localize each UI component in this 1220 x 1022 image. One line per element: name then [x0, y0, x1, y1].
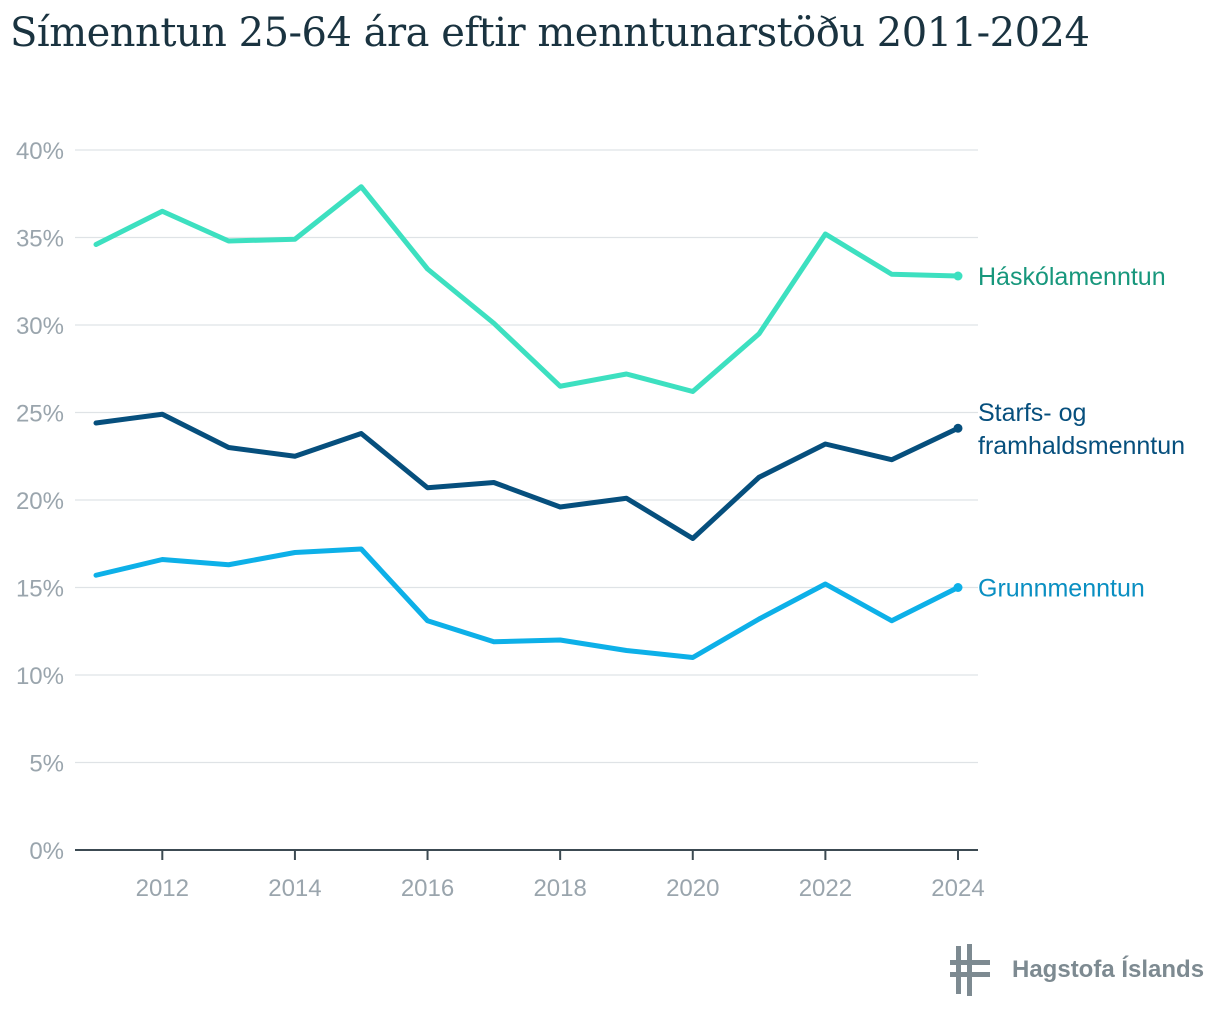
series-label-line: Starfs- og — [978, 399, 1086, 427]
y-tick-label: 20% — [16, 488, 64, 515]
x-tick-label: 2022 — [799, 875, 852, 902]
x-tick-label: 2012 — [136, 875, 189, 902]
series-labels: Háskólamenntun Starfs- og framhaldsmenntun… — [978, 263, 1185, 603]
y-tick-label: 15% — [16, 576, 64, 603]
series-lines — [93, 184, 963, 660]
y-tick-label: 30% — [16, 313, 64, 340]
series-line — [93, 411, 961, 541]
series-label-line: Háskólamenntun — [978, 263, 1166, 291]
x-tick-label: 2018 — [533, 875, 586, 902]
data-point — [953, 271, 963, 281]
y-tick-label: 35% — [16, 226, 64, 253]
x-tick-label: 2016 — [401, 875, 454, 902]
y-tick-label: 0% — [29, 838, 64, 865]
series-line — [93, 184, 961, 394]
x-tick-label: 2024 — [931, 875, 984, 902]
y-tick-label: 25% — [16, 401, 64, 428]
hagstofa-logo-icon — [950, 944, 990, 996]
series-label: Háskólamenntun — [978, 263, 1166, 291]
x-axis: 2012 2014 2016 2018 2020 2022 2024 — [75, 849, 985, 902]
data-point — [953, 423, 963, 433]
data-point — [953, 583, 963, 592]
hagstofa-logo: Hagstofa Íslands — [950, 942, 1210, 1002]
y-tick-label: 40% — [16, 138, 64, 165]
series-label-line: framhaldsmenntun — [978, 432, 1185, 460]
x-tick-label: 2020 — [666, 875, 719, 902]
logo-text: Hagstofa Íslands — [1012, 956, 1205, 983]
series-line — [93, 546, 961, 660]
chart-title: Símenntun 25-64 ára eftir menntunarstöðu… — [10, 10, 1090, 56]
y-tick-label: 10% — [16, 663, 64, 690]
y-axis-ticks: 0% 5% 10% 15% 20% 25% 30% 35% 40% — [16, 138, 64, 865]
x-tick-label: 2014 — [268, 875, 321, 902]
series-label: Grunnmenntun — [978, 575, 1145, 603]
series-label-line: Grunnmenntun — [978, 575, 1145, 603]
y-tick-label: 5% — [29, 751, 64, 778]
series-label: Starfs- og framhaldsmenntun — [978, 399, 1185, 460]
